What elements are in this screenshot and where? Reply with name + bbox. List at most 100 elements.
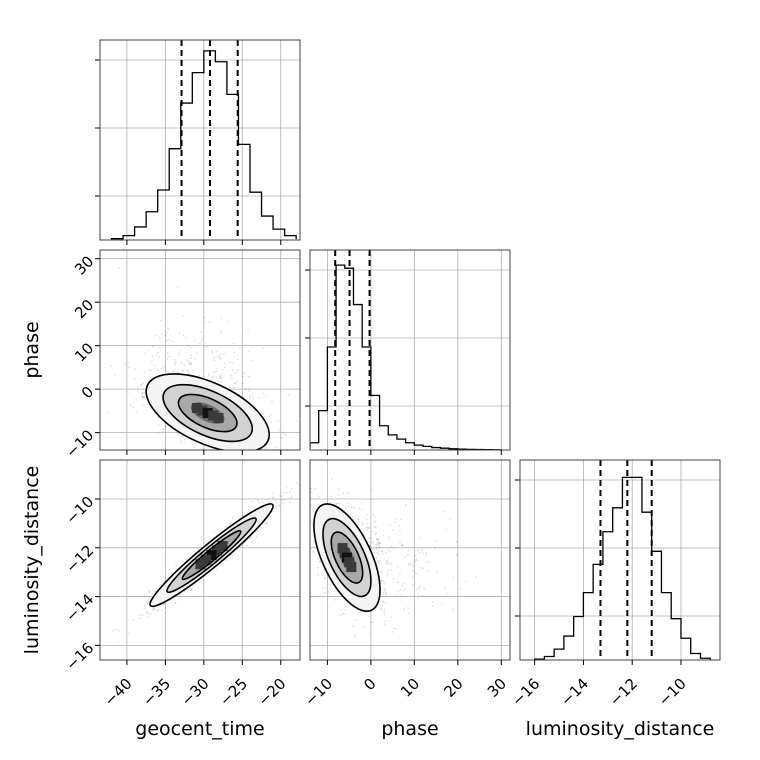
scatter-point [222,562,225,565]
scatter-point [288,394,290,396]
scatter-point [353,635,356,637]
scatter-point [323,591,326,594]
scatter-point [258,397,260,399]
scatter-point [208,321,211,324]
scatter-point [186,344,189,347]
scatter-point [265,522,268,525]
scatter-point [219,376,222,379]
scatter-point [114,374,117,376]
scatter-point [166,358,169,360]
scatter-point [233,386,235,389]
scatter-point [338,502,340,505]
x-tick-label-geocent_time: −35 [139,675,174,710]
scatter-point [442,511,445,513]
scatter-point [269,500,272,502]
scatter-point [407,554,409,556]
scatter-point [226,320,229,323]
scatter-point [256,529,258,532]
x-tick-label-phase: 30 [484,675,510,701]
scatter-point [230,521,232,524]
scatter-point [340,614,342,617]
scatter-point [153,607,155,609]
scatter-point [141,613,144,616]
panel-frame [99,39,301,241]
scatter-point [164,426,167,428]
scatter-point [155,354,158,357]
scatter-point [376,559,379,562]
scatter-point [183,590,186,593]
scatter-point [190,346,193,349]
scatter-point [238,452,240,454]
scatter-point [213,572,216,575]
scatter-point [141,397,144,400]
scatter-point [383,608,386,611]
scatter-point [221,373,224,376]
scatter-point [371,548,373,550]
scatter-point [328,591,330,593]
scatter-point [377,538,380,541]
scatter-point [347,502,350,505]
scatter-point [182,334,185,337]
scatter-point [139,617,141,620]
scatter-point [434,547,436,549]
scatter-point [174,364,177,366]
scatter-point [181,435,184,438]
scatter-point [389,569,392,571]
scatter-point [384,613,386,616]
scatter-point [361,521,364,524]
scatter-point [412,569,414,572]
scatter-point [264,395,267,397]
contour-line-2 [177,393,238,433]
scatter-point [365,518,368,520]
scatter-point [288,456,290,458]
scatter-point [173,360,176,363]
scatter-point [251,392,254,395]
scatter-point [192,455,194,457]
scatter-point [188,362,191,365]
scatter-point [231,554,234,557]
scatter-point [150,369,153,372]
scatter-point [310,487,313,490]
scatter-point [415,572,418,575]
scatter-point [311,523,313,526]
scatter-point [431,605,434,607]
scatter-point [248,350,250,352]
scatter-point [186,370,189,373]
scatter-point [258,502,261,504]
scatter-point [151,360,153,363]
scatter-point [147,616,150,619]
scatter-point [217,356,220,359]
scatter-point [139,384,142,387]
scatter-point [156,351,159,354]
scatter-point [256,499,259,502]
scatter-point [330,583,333,585]
scatter-point [343,613,346,615]
scatter-point [425,552,427,554]
scatter-point [306,495,308,497]
scatter-point [424,553,427,556]
scatter-point [132,406,135,408]
scatter-point [128,632,130,635]
scatter-point [248,389,251,392]
density-core-block [195,559,206,570]
density-core-block [206,550,217,561]
scatter-point [260,463,262,465]
scatter-point [262,347,264,350]
scatter-point [377,547,379,550]
scatter-point [143,605,146,607]
scatter-point [392,578,395,580]
scatter-point [336,502,338,505]
scatter-point [165,332,168,334]
x-tick-label-luminosity_distance: −16 [508,675,543,710]
y-tick-label-luminosity_distance: −14 [62,590,97,625]
scatter-point [418,586,421,589]
scatter-point [402,583,405,585]
scatter-point [419,537,422,539]
scatter-point [282,502,284,505]
scatter-point [369,545,372,548]
scatter-point [303,547,305,549]
scatter-point [143,370,146,373]
scatter-point [207,374,210,377]
scatter-point [366,522,368,525]
y-tick-label-phase: −10 [62,426,97,461]
